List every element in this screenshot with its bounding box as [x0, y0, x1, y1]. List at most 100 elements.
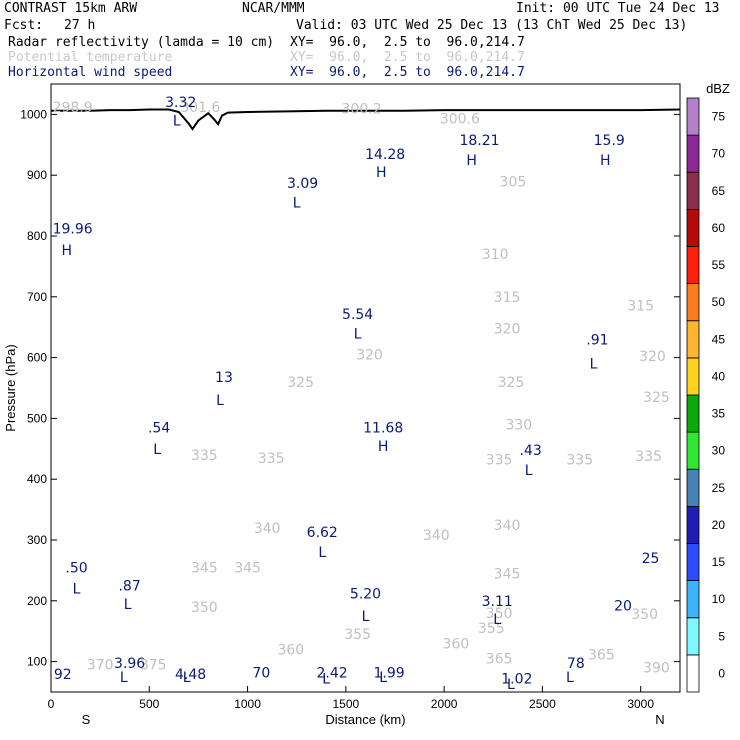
- wind-label: 20: [614, 599, 632, 615]
- wind-label: 1.02: [501, 672, 532, 688]
- colorbar-label: 15: [712, 555, 726, 569]
- wind-label: 5.54: [342, 307, 373, 323]
- colorbar-swatch: [686, 283, 700, 322]
- direction-north: N: [655, 712, 664, 727]
- colorbar-swatch: [686, 617, 700, 656]
- x-axis-title: Distance (km): [325, 712, 405, 727]
- theta-label: 335: [566, 453, 593, 469]
- theta-label: 355: [344, 627, 371, 643]
- colorbar-label: 45: [712, 332, 726, 346]
- theta-label: 360: [277, 642, 304, 658]
- wind-label: L: [590, 357, 598, 373]
- theta-label: 350: [486, 606, 513, 622]
- colorbar-label: 65: [712, 184, 726, 198]
- wind-label: L: [322, 672, 330, 688]
- wind-label: H: [61, 243, 72, 259]
- y-tick-label: 600: [27, 351, 47, 365]
- wind-label: 3.09: [287, 176, 318, 192]
- theta-label: 298.9: [53, 100, 93, 116]
- wind-label: 11.68: [363, 421, 403, 437]
- field-theta-xy: XY= 96.0, 2.5 to 96.0,214.7: [290, 50, 525, 65]
- theta-label: 315: [494, 290, 521, 306]
- colorbar-swatch: [686, 505, 700, 544]
- wind-label: 92: [54, 667, 72, 683]
- theta-label: 301.6: [180, 100, 220, 116]
- theta-label: 325: [498, 375, 525, 391]
- y-tick-label: 1000: [20, 107, 47, 121]
- colorbar-swatch: [686, 357, 700, 396]
- theta-label: 340: [423, 528, 450, 544]
- colorbar-swatch: [686, 320, 700, 359]
- colorbar-swatch: [686, 468, 700, 507]
- wind-label: L: [216, 393, 224, 409]
- theta-label: 345: [191, 560, 218, 576]
- x-tick-label: 0: [48, 697, 55, 711]
- theta-label: 325: [643, 390, 670, 406]
- theta-label: 355: [478, 621, 505, 637]
- wind-label: L: [493, 612, 501, 628]
- theta-label: 320: [639, 349, 666, 365]
- wind-label: 78: [567, 656, 585, 672]
- wind-label: 70: [252, 666, 270, 682]
- wind-label: L: [354, 326, 362, 342]
- theta-label: 350: [191, 600, 218, 616]
- terrain-fill: [51, 109, 680, 692]
- theta-label: 340: [494, 518, 521, 534]
- wind-label: 3.32: [165, 95, 196, 111]
- field-radar-name: Radar reflectivity (lamda = 10 cm): [8, 35, 275, 50]
- wind-label: .43: [519, 443, 541, 459]
- colorbar-swatch: [686, 580, 700, 619]
- theta-label: 335: [191, 448, 218, 464]
- colorbar-label: 35: [712, 407, 726, 421]
- wind-label: L: [73, 582, 81, 598]
- theta-label: 360: [443, 636, 470, 652]
- header-model: CONTRAST 15km ARW: [4, 1, 138, 16]
- theta-label: 335: [635, 449, 662, 465]
- wind-label: 25: [642, 551, 660, 567]
- colorbar-label: 20: [712, 518, 726, 532]
- theta-label: 315: [627, 298, 654, 314]
- theta-label: 320: [494, 321, 521, 337]
- theta-label: 390: [643, 661, 670, 677]
- x-tick-label: 1500: [332, 697, 359, 711]
- theta-label: 300.2: [342, 101, 382, 117]
- field-wind-name: Horizontal wind speed: [8, 65, 173, 80]
- wind-label: .50: [65, 560, 87, 576]
- wind-label: .54: [148, 421, 170, 437]
- y-axis-title: Pressure (hPa): [3, 344, 18, 431]
- colorbar-label: 30: [712, 444, 726, 458]
- colorbar-label: 60: [712, 221, 726, 235]
- x-tick-label: 2500: [529, 697, 556, 711]
- colorbar-swatch: [686, 246, 700, 284]
- colorbar-swatch: [686, 654, 700, 693]
- theta-label: 330: [505, 417, 532, 433]
- wind-label: 3.11: [482, 594, 513, 610]
- x-tick-label: 500: [139, 697, 159, 711]
- y-tick-label: 100: [27, 655, 47, 669]
- colorbar-swatch: [686, 394, 700, 433]
- wind-label: 18.21: [459, 133, 499, 149]
- terrain-line: [51, 108, 680, 131]
- wind-label: H: [466, 153, 477, 169]
- wind-label: H: [600, 153, 611, 169]
- theta-label: 340: [254, 521, 281, 537]
- wind-label: L: [525, 463, 533, 479]
- theta-label: 325: [287, 375, 314, 391]
- header-valid: Valid: 03 UTC Wed 25 Dec 13 (13 ChT Wed …: [296, 18, 688, 33]
- wind-label: L: [120, 670, 128, 686]
- wind-label: L: [362, 609, 370, 625]
- wind-label: L: [173, 113, 181, 129]
- wind-label: 3.96: [114, 656, 145, 672]
- plot-frame: [50, 83, 681, 693]
- wind-label: 4.48: [175, 667, 206, 683]
- field-theta-name: Potential temperature: [8, 50, 173, 65]
- theta-label: 335: [486, 453, 513, 469]
- wind-label: 15.9: [594, 133, 625, 149]
- wind-label: 6.62: [307, 525, 338, 541]
- wind-label: .91: [586, 332, 608, 348]
- y-tick-label: 800: [27, 229, 47, 243]
- colorbar-label: 10: [712, 592, 726, 606]
- wind-label: .87: [118, 579, 140, 595]
- colorbar-label: 75: [712, 110, 726, 124]
